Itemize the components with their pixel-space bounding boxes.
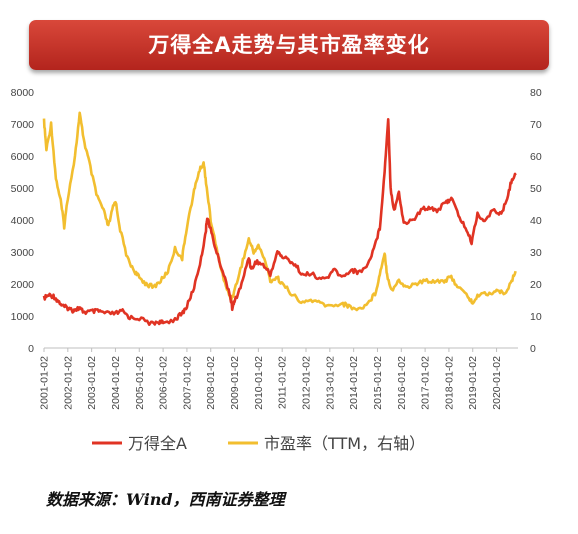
y-left-tick-label: 1000 (11, 311, 35, 323)
x-tick-label: 2011-01-02 (277, 356, 289, 409)
x-tick-label: 2020-01-02 (491, 356, 503, 410)
x-tick-label: 2019-01-02 (467, 356, 479, 410)
y-left-tick-label: 4000 (11, 215, 35, 227)
y-left-tick-label: 2000 (11, 279, 35, 291)
x-tick-label: 2004-01-02 (110, 356, 122, 410)
x-tick-label: 2002-01-02 (62, 356, 74, 410)
title-banner: 万得全A走势与其市盈率变化 (29, 20, 549, 70)
x-tick-label: 2010-01-02 (253, 356, 265, 410)
x-tick-label: 2014-01-02 (348, 356, 360, 410)
y-left-tick-label: 6000 (11, 151, 35, 163)
x-tick-label: 2018-01-02 (443, 356, 455, 410)
y-right-tick-label: 60 (530, 151, 542, 163)
x-tick-label: 2015-01-02 (372, 356, 384, 410)
series-line-index (42, 118, 517, 326)
x-tick-label: 2009-01-02 (229, 356, 241, 410)
y-left-tick-label: 0 (28, 343, 34, 355)
x-tick-label: 2006-01-02 (158, 356, 170, 410)
series-line-pe (42, 111, 517, 312)
y-right-tick-label: 10 (530, 311, 542, 323)
x-tick-label: 2003-01-02 (86, 356, 98, 410)
y-right-tick-label: 70 (530, 119, 542, 131)
x-tick-label: 2013-01-02 (324, 356, 336, 410)
data-source: 数据来源：Wind，西南证券整理 (46, 490, 285, 509)
x-tick-label: 2008-01-02 (205, 356, 217, 410)
legend-label-pe: 市盈率（TTM，右轴） (264, 434, 425, 453)
x-tick-label: 2012-01-02 (301, 356, 313, 410)
y-left-tick-label: 8000 (11, 87, 35, 99)
y-left-tick-label: 3000 (11, 247, 35, 259)
y-right-tick-label: 40 (530, 215, 542, 227)
y-right-tick-label: 20 (530, 279, 542, 291)
x-tick-label: 2016-01-02 (396, 356, 408, 410)
y-left-tick-label: 7000 (11, 119, 35, 131)
line-chart: 0 1000 2000 3000 4000 5000 6000 7000 8000 0 10 20 3… (11, 87, 542, 453)
x-tick-label: 2001-01-02 (39, 356, 51, 410)
y-right-tick-label: 0 (530, 343, 536, 355)
y-left-tick-label: 5000 (11, 183, 35, 195)
x-tick-label: 2017-01-02 (420, 356, 432, 410)
x-tick-label: 2007-01-02 (181, 356, 193, 410)
legend-label-index: 万得全A (128, 434, 187, 453)
y-right-tick-label: 30 (530, 247, 542, 259)
page-title: 万得全A走势与其市盈率变化 (148, 33, 430, 57)
x-tick-label: 2005-01-02 (134, 356, 146, 410)
y-right-tick-label: 50 (530, 183, 542, 195)
y-right-tick-label: 80 (530, 87, 542, 99)
